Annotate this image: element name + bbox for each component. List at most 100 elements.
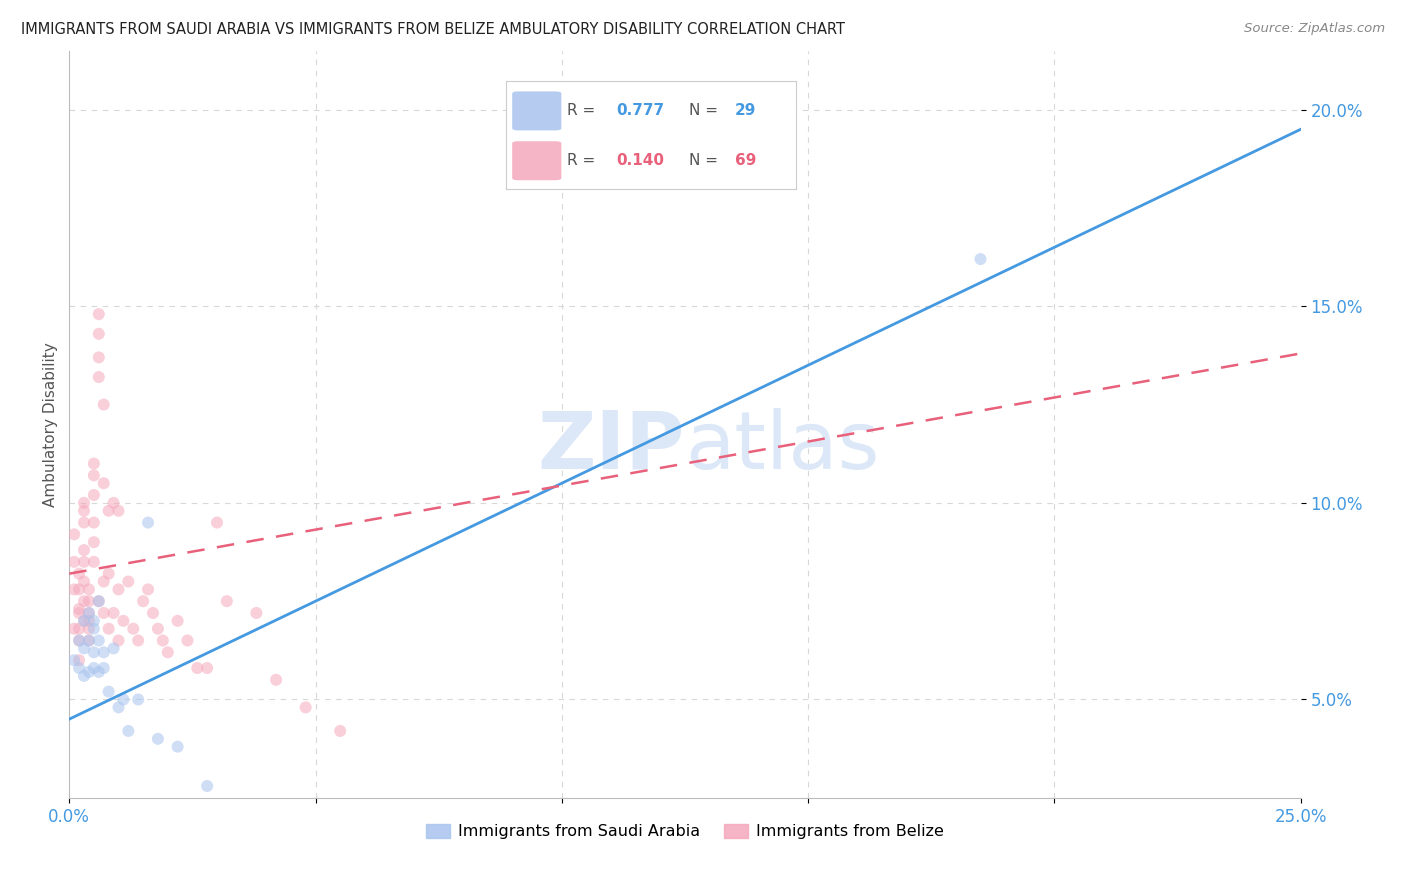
Point [67, 633, 90, 648]
Point [93, 661, 115, 675]
Point [83, 535, 105, 549]
Point [67, 622, 90, 636]
Point [67, 566, 90, 581]
Point [67, 661, 90, 675]
Text: ZIP: ZIP [537, 408, 685, 485]
Point [83, 468, 105, 483]
Point [215, 594, 238, 608]
Point [73, 496, 96, 510]
Point [77, 622, 100, 636]
Point [77, 614, 100, 628]
Point [87, 370, 110, 384]
Point [83, 614, 105, 628]
Point [127, 692, 149, 706]
Point [264, 673, 287, 687]
Point [87, 633, 110, 648]
Point [97, 566, 120, 581]
Point [107, 633, 129, 648]
Point [83, 645, 105, 659]
Point [63, 582, 86, 597]
Point [245, 606, 267, 620]
Point [112, 614, 135, 628]
Point [107, 582, 129, 597]
Point [73, 614, 96, 628]
Point [77, 633, 100, 648]
Point [156, 645, 179, 659]
Point [176, 633, 198, 648]
Point [73, 504, 96, 518]
Point [67, 633, 90, 648]
Point [73, 614, 96, 628]
Point [103, 641, 125, 656]
Point [77, 594, 100, 608]
Point [83, 457, 105, 471]
Point [112, 692, 135, 706]
Point [67, 582, 90, 597]
Point [107, 504, 129, 518]
Point [152, 633, 174, 648]
Point [294, 700, 316, 714]
Point [83, 488, 105, 502]
Point [87, 665, 110, 679]
Point [195, 779, 218, 793]
Point [329, 723, 352, 738]
Point [136, 516, 159, 530]
Point [83, 516, 105, 530]
Point [73, 543, 96, 558]
Point [73, 574, 96, 589]
Point [67, 606, 90, 620]
Point [87, 351, 110, 365]
Point [73, 594, 96, 608]
Point [73, 555, 96, 569]
Point [73, 641, 96, 656]
Point [87, 594, 110, 608]
Point [77, 606, 100, 620]
Point [146, 731, 169, 746]
Point [103, 496, 125, 510]
Point [67, 602, 90, 616]
Point [83, 555, 105, 569]
Point [93, 398, 115, 412]
Point [97, 622, 120, 636]
Point [205, 516, 228, 530]
Point [93, 606, 115, 620]
Point [146, 622, 169, 636]
Point [166, 614, 188, 628]
Point [93, 476, 115, 491]
Point [117, 723, 139, 738]
Point [93, 574, 115, 589]
Point [195, 661, 218, 675]
Text: IMMIGRANTS FROM SAUDI ARABIA VS IMMIGRANTS FROM BELIZE AMBULATORY DISABILITY COR: IMMIGRANTS FROM SAUDI ARABIA VS IMMIGRAN… [21, 22, 845, 37]
Point [87, 594, 110, 608]
Point [73, 516, 96, 530]
Point [107, 700, 129, 714]
Point [77, 582, 100, 597]
Point [87, 307, 110, 321]
Point [117, 574, 139, 589]
Point [83, 622, 105, 636]
Point [63, 653, 86, 667]
Point [142, 606, 165, 620]
Point [73, 669, 96, 683]
Point [67, 653, 90, 667]
Point [63, 622, 86, 636]
Point [77, 665, 100, 679]
Point [136, 582, 159, 597]
Point [87, 326, 110, 341]
Text: Source: ZipAtlas.com: Source: ZipAtlas.com [1244, 22, 1385, 36]
Y-axis label: Ambulatory Disability: Ambulatory Disability [44, 342, 58, 507]
Point [63, 527, 86, 541]
Point [77, 633, 100, 648]
Point [103, 606, 125, 620]
Legend: Immigrants from Saudi Arabia, Immigrants from Belize: Immigrants from Saudi Arabia, Immigrants… [419, 817, 950, 846]
Point [127, 633, 149, 648]
Point [77, 606, 100, 620]
Point [97, 504, 120, 518]
Point [969, 252, 991, 266]
Point [166, 739, 188, 754]
Text: atlas: atlas [685, 408, 879, 485]
Point [122, 622, 145, 636]
Point [83, 661, 105, 675]
Point [132, 594, 155, 608]
Point [97, 684, 120, 698]
